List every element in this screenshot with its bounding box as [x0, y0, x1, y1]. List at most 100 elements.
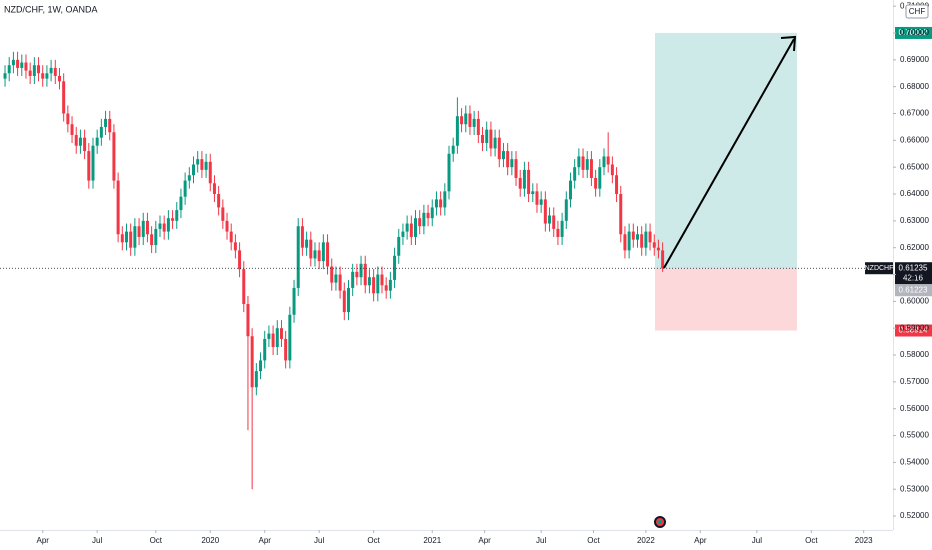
candle-body: [37, 65, 41, 74]
x-tick-label: Jul: [752, 536, 762, 545]
candle-body: [577, 156, 581, 168]
candle-body: [45, 73, 49, 79]
candle-body: [418, 218, 422, 227]
candle-body: [481, 134, 485, 144]
candle-body: [552, 215, 556, 229]
candle-body: [531, 191, 535, 195]
arrow-head: [780, 35, 797, 52]
candle-body: [564, 199, 568, 221]
y-tick-label: 0.65000: [900, 162, 929, 171]
candle-body: [321, 242, 325, 262]
candle-body: [20, 62, 24, 68]
candle-body: [661, 250, 665, 269]
candle-body: [104, 118, 108, 127]
candle-body: [615, 175, 619, 195]
candle-body: [28, 70, 32, 76]
logo: [654, 516, 666, 528]
candle-body: [573, 167, 577, 181]
y-tick-label: 0.54000: [900, 457, 929, 466]
candle-body: [288, 314, 292, 361]
candle-body: [414, 218, 418, 237]
candle-body: [91, 145, 95, 181]
candle-body: [610, 164, 614, 176]
x-tick-label: Apr: [36, 536, 49, 545]
y-tick-label: 0.69000: [900, 55, 929, 64]
entry-label: 0.61223: [899, 285, 928, 294]
candle-body: [640, 234, 644, 248]
candle-body: [150, 234, 154, 246]
candle-body: [259, 360, 263, 372]
candle-body: [141, 220, 145, 237]
candle-body: [292, 287, 296, 315]
candle-body: [589, 159, 593, 178]
candle-body: [32, 65, 36, 76]
candle-body: [279, 328, 283, 339]
candle-body: [221, 207, 225, 221]
last-price-box: [895, 262, 932, 285]
candle-body: [326, 242, 330, 267]
candle-body: [62, 81, 66, 114]
candle-body: [133, 226, 137, 248]
candle-body: [305, 239, 309, 248]
candle-body: [535, 191, 539, 205]
y-tick-label: 0.52000: [900, 511, 929, 520]
currency-box[interactable]: [905, 4, 929, 19]
candle-body: [430, 207, 434, 219]
chart-title: NZD/CHF, 1W, OANDA: [4, 4, 98, 14]
candle-body: [11, 59, 15, 66]
y-tick-label: 0.68000: [900, 82, 929, 91]
x-tick-label: 2021: [423, 536, 441, 545]
candle-body: [196, 159, 200, 165]
candle-body: [439, 199, 443, 208]
candle-body: [246, 304, 250, 337]
candle-body: [351, 271, 355, 288]
candle-body: [388, 279, 392, 291]
symbol-tag: [865, 262, 893, 275]
profit-zone: [655, 32, 797, 269]
y-tick-label: 0.56000: [900, 404, 929, 413]
stop-label: 0.58914: [899, 326, 928, 335]
candle-body: [451, 145, 455, 154]
candle-body: [527, 169, 531, 195]
x-tick-label: Jul: [536, 536, 546, 545]
candle-body: [581, 156, 585, 170]
y-tick-label: 0.58000: [900, 350, 929, 359]
candle-body: [271, 333, 275, 347]
candle-body: [434, 199, 438, 208]
candle-body: [543, 199, 547, 224]
candle-body: [242, 269, 246, 305]
candle-body: [116, 180, 120, 235]
y-tick-label: 0.55000: [900, 431, 929, 440]
candle-body: [497, 137, 501, 160]
candle-body: [212, 183, 216, 195]
candle-body: [49, 67, 53, 74]
candle-body: [648, 231, 652, 243]
candle-body: [405, 223, 409, 232]
x-tick-label: 2023: [855, 536, 873, 545]
candle-body: [250, 336, 254, 388]
candles: [3, 51, 665, 490]
candle-body: [217, 194, 221, 208]
candle-body: [342, 290, 346, 313]
candle-body: [70, 124, 74, 135]
candle-body: [171, 218, 175, 221]
candle-body: [238, 250, 242, 270]
x-tick-label: Oct: [587, 536, 600, 545]
candle-body: [330, 266, 334, 283]
candle-body: [200, 159, 204, 170]
candle-body: [162, 223, 166, 232]
candle-body: [254, 371, 258, 388]
candle-body: [518, 177, 522, 189]
x-tick-label: Oct: [367, 536, 380, 545]
candle-body: [233, 242, 237, 251]
candle-body: [66, 113, 70, 125]
candle-body: [192, 164, 196, 176]
target-box: [895, 26, 932, 39]
stop-box: [895, 324, 932, 337]
candle-body: [338, 274, 342, 291]
currency-label[interactable]: CHF: [909, 7, 926, 16]
candle-body: [267, 333, 271, 339]
candle-body: [296, 226, 300, 288]
candle-body: [623, 234, 627, 251]
